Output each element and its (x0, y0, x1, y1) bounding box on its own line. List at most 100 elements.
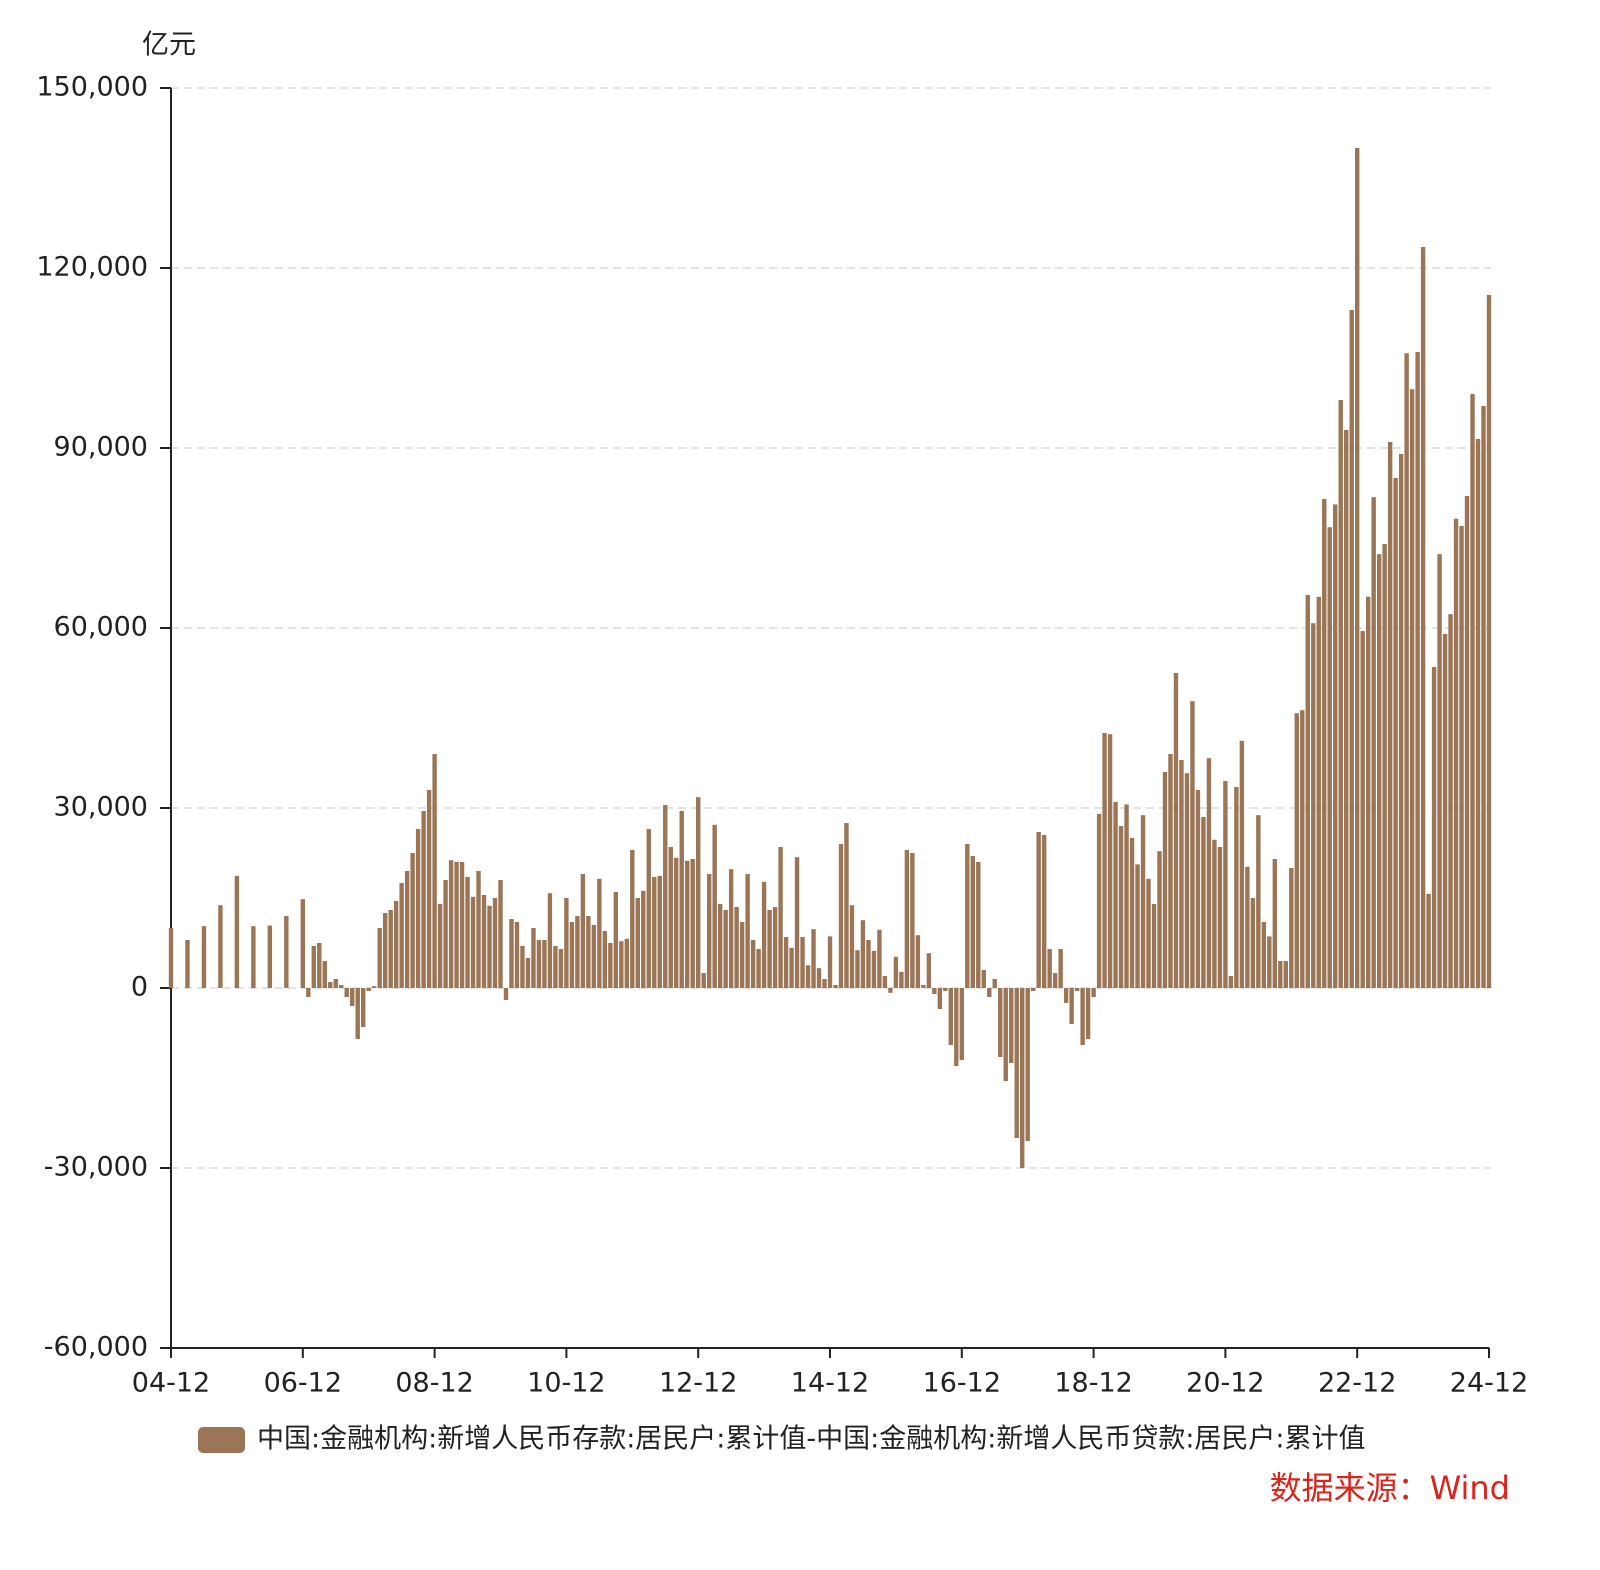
bar (619, 941, 624, 988)
bar (1030, 988, 1036, 991)
bar (234, 875, 240, 988)
bar (981, 970, 986, 988)
bar (679, 811, 684, 988)
bar (218, 905, 223, 988)
bar (1404, 353, 1409, 988)
bar (1453, 518, 1459, 988)
bar (1014, 988, 1019, 1138)
bar (1272, 859, 1278, 988)
bar (1096, 814, 1102, 988)
x-tick-label: 14-12 (791, 1368, 869, 1399)
bar (514, 922, 520, 988)
legend-label: 中国:金融机构:新增人民币存款:居民户:累计值-中国:金融机构:新增人民币贷款:… (257, 1424, 1366, 1455)
bar (1129, 838, 1135, 988)
bar (1376, 554, 1382, 988)
bar (492, 898, 498, 988)
x-tick-label: 12-12 (659, 1368, 737, 1399)
bar (635, 898, 640, 988)
bar (1245, 866, 1250, 988)
bar (498, 880, 503, 988)
bar (284, 916, 289, 988)
x-tick-label: 10-12 (527, 1368, 605, 1399)
bar (1058, 949, 1063, 988)
y-tick-label: 90,000 (54, 432, 148, 463)
bar (1278, 961, 1283, 988)
bar (487, 905, 492, 988)
x-tick-label: 22-12 (1318, 1368, 1396, 1399)
bar (641, 890, 646, 988)
y-tick-label: 30,000 (54, 792, 148, 823)
bar (630, 850, 635, 988)
bar (1349, 310, 1354, 988)
bar (1020, 988, 1025, 1168)
bar (443, 880, 448, 988)
bar (877, 929, 882, 988)
bar (739, 922, 745, 988)
bar (745, 874, 750, 988)
y-tick-label: 0 (131, 972, 148, 1003)
bar (580, 874, 586, 988)
bar (866, 940, 871, 988)
bar (1459, 526, 1464, 988)
source-note: 数据来源：Wind (1270, 1469, 1510, 1507)
bar (1052, 973, 1058, 988)
bar (1168, 754, 1173, 988)
bar (750, 940, 756, 988)
bar (322, 961, 327, 988)
bar (481, 895, 487, 988)
bar (652, 877, 657, 988)
bar (1206, 758, 1212, 988)
bar (701, 973, 706, 988)
bar (954, 988, 959, 1066)
bar (1409, 389, 1415, 988)
bar (624, 938, 630, 988)
bar (1355, 148, 1360, 988)
bar (767, 910, 772, 988)
bar (1289, 868, 1294, 988)
bar (1047, 949, 1052, 988)
bar (300, 899, 305, 988)
bar (333, 979, 338, 988)
bar (382, 913, 388, 988)
bar (855, 950, 860, 988)
bar (1486, 295, 1492, 988)
bar (948, 988, 954, 1045)
bar (344, 988, 349, 997)
bar (608, 943, 613, 988)
bar (778, 847, 783, 988)
bar (377, 928, 382, 988)
bar (921, 985, 926, 988)
bar (970, 856, 975, 988)
bar (251, 926, 256, 988)
y-tick-label: 120,000 (36, 252, 148, 283)
bar (1151, 904, 1157, 988)
bar (317, 943, 322, 988)
bar (816, 968, 822, 988)
bar (1228, 976, 1234, 988)
bar (1470, 394, 1475, 988)
bar (536, 940, 542, 988)
bar (657, 875, 662, 988)
bar (932, 988, 937, 994)
bar (860, 920, 866, 988)
bar (943, 988, 948, 991)
bar (1360, 631, 1365, 988)
bar (465, 877, 470, 988)
bar (811, 929, 816, 988)
bar (328, 982, 333, 988)
y-axis-unit: 亿元 (142, 30, 196, 61)
bar (569, 922, 575, 988)
bar (1283, 961, 1289, 988)
bar (893, 956, 899, 988)
bar (959, 988, 964, 1060)
bar (454, 862, 459, 988)
bar (685, 860, 690, 988)
bar (800, 937, 805, 988)
bar (849, 905, 855, 988)
bar (350, 988, 355, 1006)
bar (696, 797, 701, 988)
bar (976, 862, 981, 988)
bar (470, 896, 476, 988)
bar (1146, 878, 1151, 988)
bar (426, 790, 432, 988)
